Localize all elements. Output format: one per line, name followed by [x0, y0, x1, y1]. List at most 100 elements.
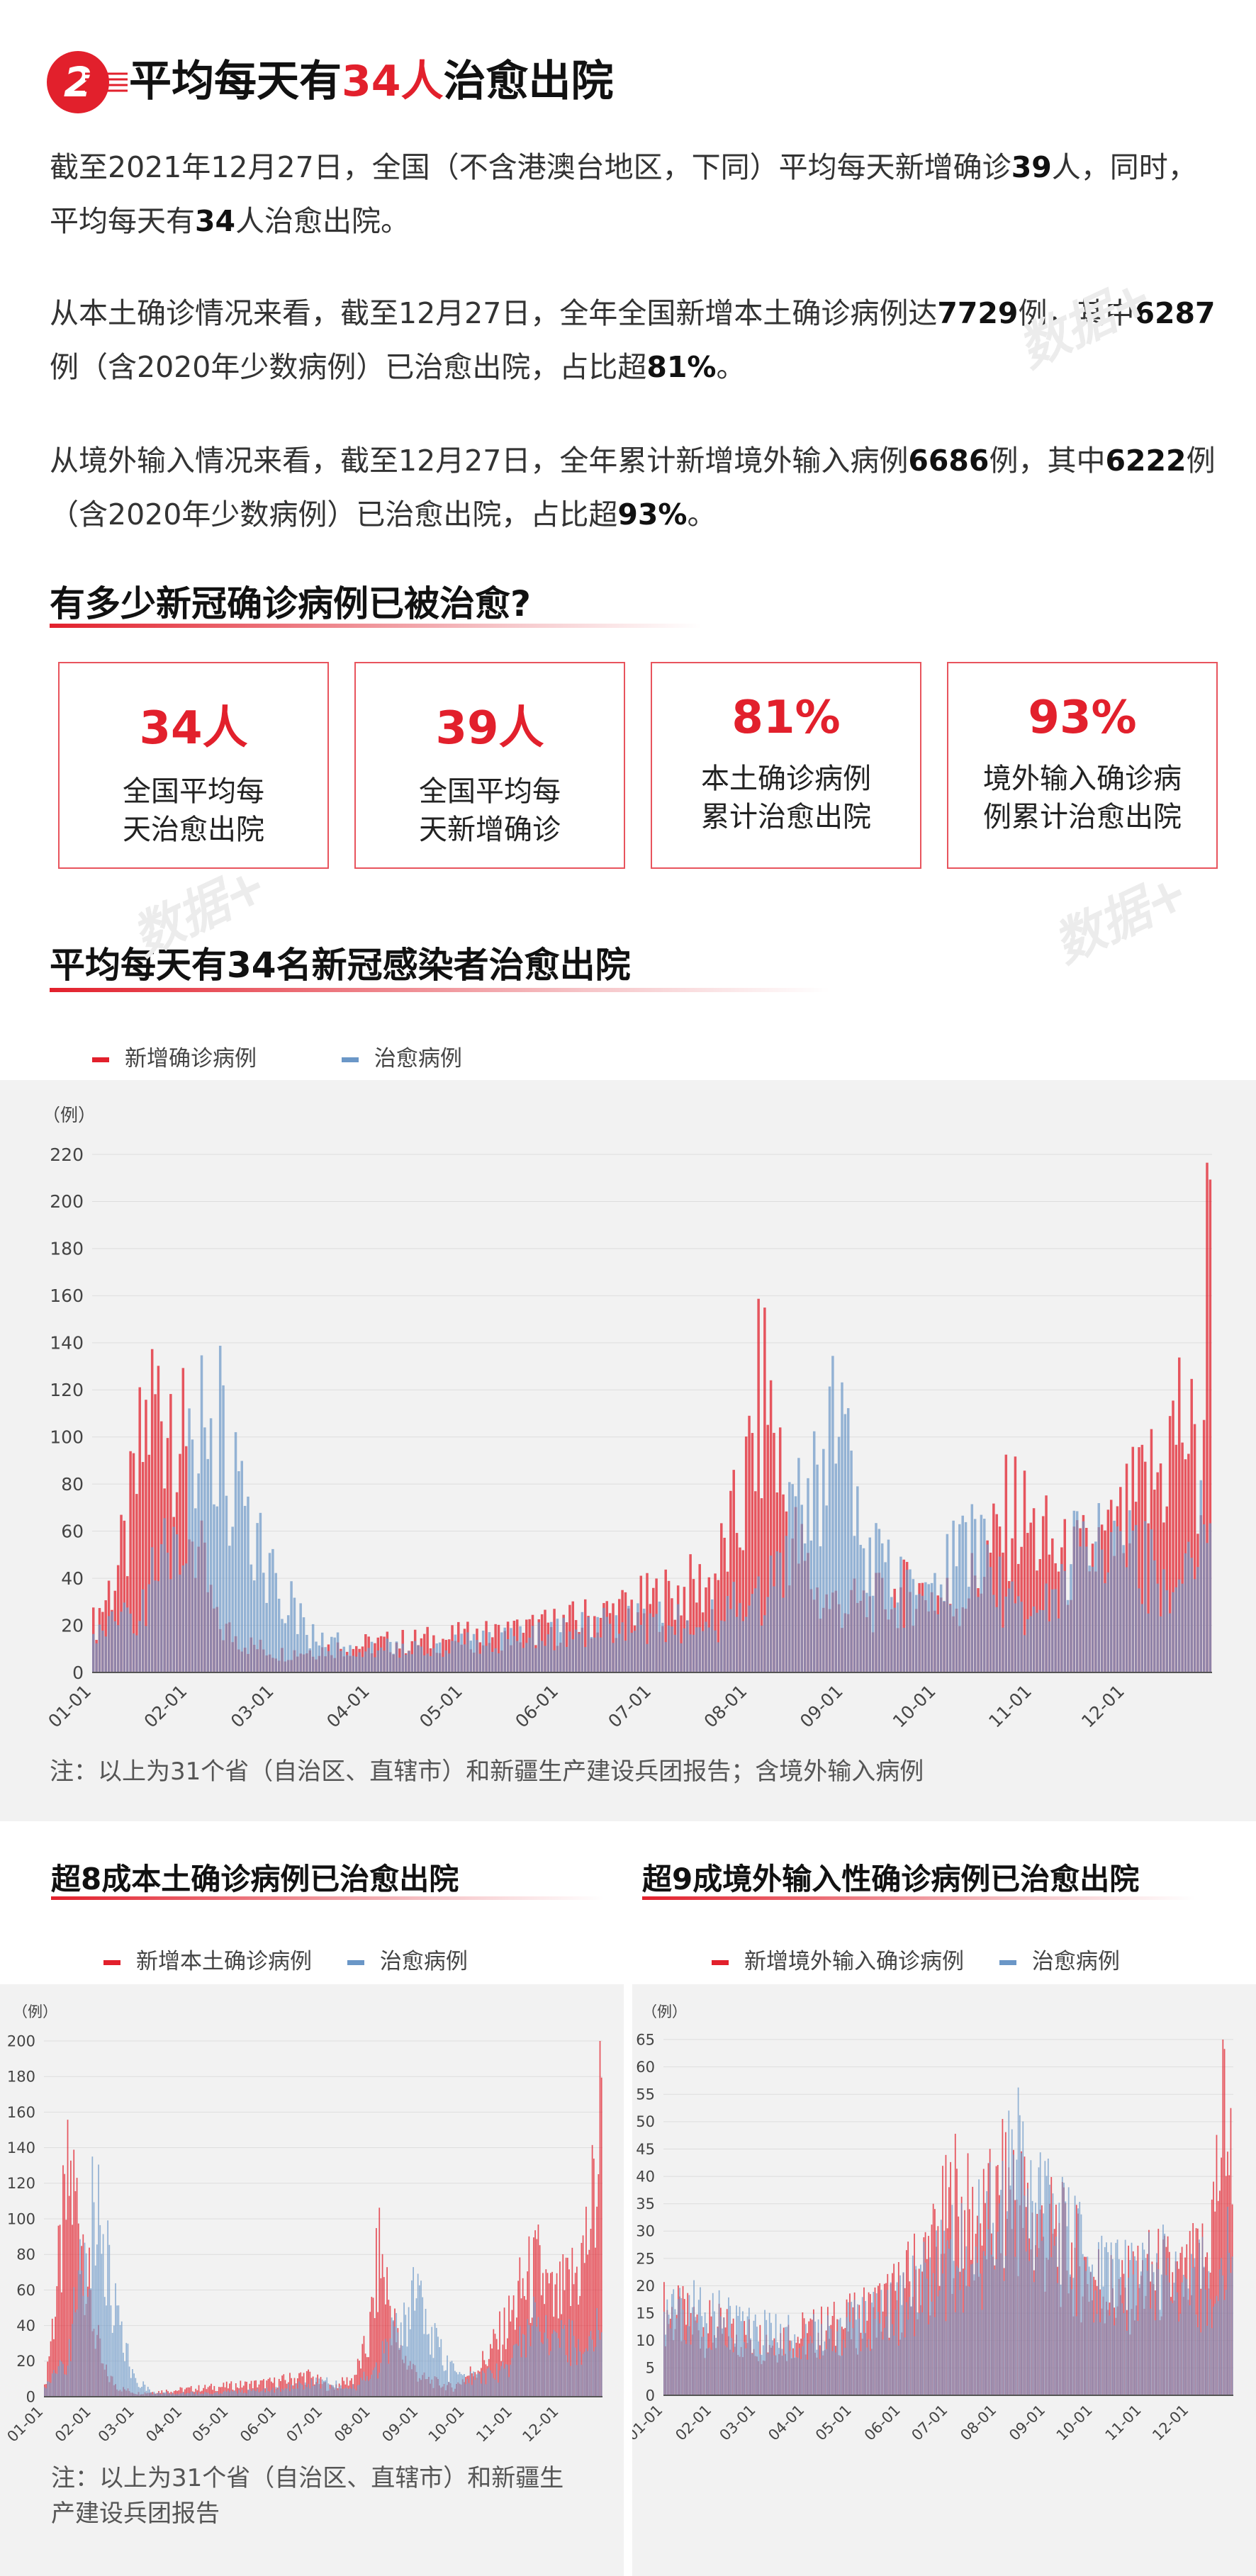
bar — [520, 2357, 522, 2397]
paragraph-text: 从境外输入情况来看，截至12月27日，全年累计新增境外输入病例 — [50, 444, 909, 478]
bar — [630, 1633, 633, 1672]
bar — [846, 2317, 848, 2395]
bar — [775, 2314, 777, 2395]
bar — [914, 1594, 918, 1672]
bar — [519, 2326, 521, 2397]
bar — [849, 2322, 851, 2395]
bar — [1052, 2193, 1054, 2395]
kpi-value: 81% — [731, 692, 841, 744]
bar — [377, 2378, 379, 2397]
bar — [692, 1579, 695, 1672]
bar — [1186, 2278, 1188, 2395]
bar — [342, 1646, 346, 1672]
bar — [228, 1546, 231, 1672]
bar — [976, 2263, 978, 2395]
bar — [914, 2233, 915, 2395]
bar — [1190, 1558, 1193, 1672]
bar — [574, 1629, 578, 1672]
x-tick-label: 07-01 — [604, 1681, 655, 1732]
bar — [661, 1622, 664, 1672]
bar — [819, 1546, 822, 1672]
bar — [587, 1616, 590, 1672]
bar — [408, 1650, 410, 1672]
bar — [113, 2325, 115, 2397]
bar — [519, 1626, 522, 1672]
bar — [1121, 2303, 1123, 2395]
left-chart-title: 超8成本土确诊病例已治愈出院 — [51, 1862, 459, 1896]
bar — [841, 2355, 843, 2395]
bar — [363, 2371, 365, 2397]
bar — [385, 2339, 386, 2397]
bar — [1206, 1543, 1209, 1672]
bar — [768, 2312, 770, 2395]
bar — [400, 2322, 402, 2397]
bar — [456, 2372, 457, 2397]
bar — [1160, 2274, 1162, 2395]
bar — [893, 2263, 895, 2395]
bar — [994, 2269, 996, 2395]
bar — [150, 2392, 152, 2397]
bar — [578, 2339, 579, 2397]
bar — [816, 2349, 818, 2395]
bar — [583, 1647, 587, 1672]
bar — [296, 2388, 298, 2397]
bar — [1193, 1424, 1196, 1672]
bar — [340, 1650, 342, 1672]
bar — [744, 1436, 748, 1672]
highlight-number: 93% — [617, 497, 688, 531]
bar — [1217, 2200, 1219, 2395]
bar — [723, 2317, 725, 2395]
bar — [536, 2239, 538, 2397]
bar — [357, 2385, 359, 2397]
x-tick-label: 12-01 — [1149, 2402, 1191, 2444]
bar — [270, 2390, 272, 2397]
right-legend: 新增境外输入确诊病例 治愈病例 — [712, 1943, 1120, 1975]
bar — [587, 2351, 588, 2397]
bar — [452, 2363, 454, 2397]
bar — [556, 1619, 559, 1672]
bar — [527, 2319, 529, 2397]
legend-swatch-red — [712, 1960, 729, 1965]
bar — [698, 1627, 701, 1672]
bar — [1014, 2256, 1016, 2395]
bar — [763, 1307, 766, 1672]
bar — [940, 2220, 942, 2395]
x-tick-label: 05-01 — [812, 2402, 855, 2444]
bar — [247, 1496, 249, 1672]
bar — [505, 2363, 507, 2397]
bar — [664, 1569, 667, 1672]
bar — [1222, 2040, 1224, 2395]
bar — [1203, 2266, 1205, 2395]
bar — [778, 1552, 782, 1672]
bar — [482, 2370, 483, 2397]
bar — [1202, 1524, 1206, 1672]
bar — [710, 1599, 714, 1672]
bar — [1195, 2315, 1197, 2395]
bar — [349, 1645, 352, 1672]
y-tick-label: 60 — [61, 1521, 84, 1541]
bar — [90, 2288, 92, 2397]
bar — [432, 1648, 435, 1672]
bar — [652, 1616, 655, 1672]
bar — [1162, 1569, 1165, 1672]
bar — [1184, 1553, 1187, 1672]
bar — [198, 2392, 200, 2397]
bar — [418, 2285, 420, 2397]
bar — [443, 2370, 445, 2397]
highlight-number: 7729 — [937, 296, 1019, 330]
bar — [156, 2393, 158, 2397]
bar — [386, 2267, 388, 2397]
bar — [1174, 1444, 1178, 1672]
bar — [497, 2349, 499, 2397]
bar — [423, 1655, 426, 1672]
bar — [127, 2344, 129, 2397]
legend-label: 治愈病例 — [1031, 1949, 1120, 1974]
bar — [216, 2392, 218, 2397]
bar — [797, 1458, 800, 1672]
bar — [299, 1603, 302, 1672]
bar — [537, 2317, 539, 2397]
bar — [968, 2286, 970, 2395]
bar — [989, 2161, 991, 2395]
x-tick-label: 09-01 — [1006, 2402, 1048, 2444]
bar — [325, 2380, 326, 2397]
